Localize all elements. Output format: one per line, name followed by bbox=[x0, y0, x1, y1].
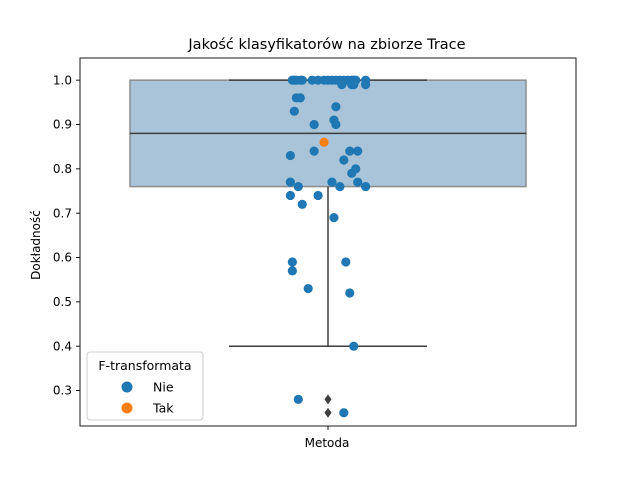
legend-label-tak: Tak bbox=[152, 401, 174, 416]
legend-marker-tak bbox=[121, 402, 133, 414]
y-tick-label: 0.6 bbox=[53, 251, 72, 265]
data-point-nie bbox=[353, 146, 363, 156]
x-axis-label: Metoda bbox=[305, 436, 350, 450]
data-point-nie bbox=[337, 80, 347, 90]
data-point-nie bbox=[331, 119, 341, 130]
y-axis-label: Dokładność bbox=[29, 210, 43, 280]
data-point-nie bbox=[331, 102, 341, 112]
legend: F-transformata Nie Tak bbox=[86, 351, 204, 421]
data-point-nie bbox=[341, 257, 351, 267]
data-point-nie bbox=[349, 80, 359, 90]
data-point-nie bbox=[361, 181, 371, 192]
data-point-nie bbox=[309, 119, 319, 130]
y-tick-label: 0.9 bbox=[53, 118, 72, 132]
data-point-nie bbox=[285, 150, 295, 161]
plot-area bbox=[129, 75, 527, 418]
data-point-nie bbox=[345, 146, 355, 156]
legend-title: F-transformata bbox=[98, 358, 191, 373]
data-point-nie bbox=[285, 190, 295, 201]
outlier-point bbox=[324, 394, 332, 405]
y-tick-label: 0.5 bbox=[53, 295, 72, 309]
data-point-nie bbox=[295, 93, 305, 103]
data-point-nie bbox=[287, 266, 297, 276]
data-point-nie bbox=[289, 106, 299, 116]
data-point-nie bbox=[349, 341, 359, 351]
data-point-nie bbox=[353, 177, 363, 187]
data-point-nie bbox=[303, 283, 313, 294]
data-point-nie bbox=[297, 199, 307, 209]
data-point-nie bbox=[339, 408, 349, 418]
data-point-nie bbox=[309, 146, 319, 156]
chart-title: Jakość klasyfikatorów na zbiorze Trace bbox=[187, 37, 465, 53]
legend-marker-nie bbox=[121, 381, 133, 393]
y-tick-label: 0.4 bbox=[53, 339, 72, 353]
y-tick-label: 0.3 bbox=[53, 384, 72, 398]
data-point-nie bbox=[339, 155, 349, 165]
legend-box bbox=[86, 351, 204, 421]
data-point-nie bbox=[293, 181, 303, 192]
y-tick-label: 0.8 bbox=[53, 162, 72, 176]
data-point-nie bbox=[293, 394, 303, 404]
data-point-nie bbox=[285, 177, 295, 187]
outlier-point bbox=[324, 407, 332, 418]
data-point-nie bbox=[335, 181, 345, 192]
data-point-nie bbox=[345, 288, 355, 298]
data-point-nie bbox=[361, 80, 371, 90]
data-point-nie bbox=[347, 168, 357, 178]
data-point-nie bbox=[297, 75, 307, 85]
y-tick-label: 1.0 bbox=[53, 73, 72, 87]
axes: 0.3 0.4 0.5 0.6 0.7 0.8 0.9 1.0 bbox=[53, 57, 577, 430]
data-point-nie bbox=[313, 190, 323, 201]
data-point-nie bbox=[327, 177, 337, 187]
data-point-nie bbox=[287, 257, 297, 267]
data-point-tak bbox=[319, 137, 329, 147]
y-tick-label: 0.7 bbox=[53, 206, 72, 220]
legend-label-nie: Nie bbox=[153, 380, 174, 395]
data-point-nie bbox=[329, 213, 339, 223]
